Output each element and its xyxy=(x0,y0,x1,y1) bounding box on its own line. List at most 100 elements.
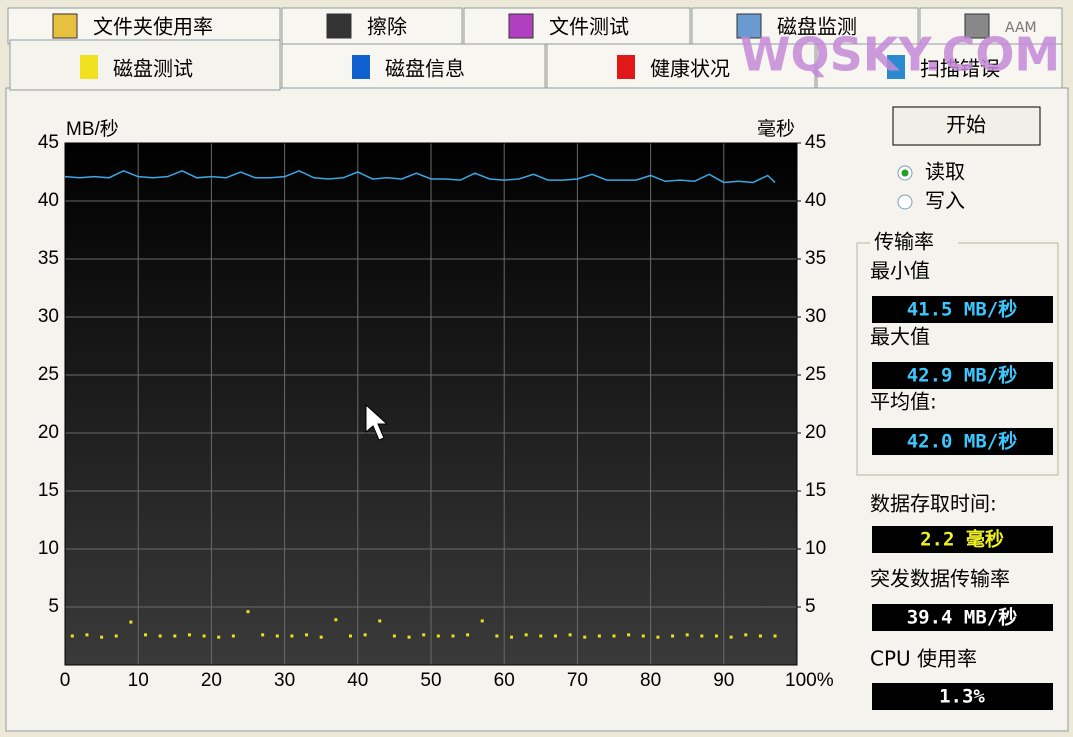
tab[interactable] xyxy=(281,43,546,89)
tab-label[interactable]: 文件夹使用率 xyxy=(93,15,213,39)
access-time-dot xyxy=(363,633,367,637)
access-time-dot xyxy=(407,635,411,639)
stat-label: CPU 使用率 xyxy=(870,647,977,671)
access-time-dot xyxy=(466,633,470,637)
access-time-dot xyxy=(334,618,338,622)
access-time-dot xyxy=(553,634,557,638)
tab-label[interactable]: 擦除 xyxy=(367,15,407,39)
y2-tick-label: 45 xyxy=(805,132,826,153)
y2-tick-label: 20 xyxy=(805,422,826,443)
y-tick-label: 45 xyxy=(38,132,59,153)
access-time-dot xyxy=(261,633,265,637)
start-button[interactable] xyxy=(892,106,1041,146)
tab[interactable] xyxy=(463,7,691,45)
tab-icon xyxy=(964,13,990,39)
tab-label[interactable]: 磁盘监测 xyxy=(777,15,857,39)
y2-tick-label: 35 xyxy=(805,248,826,269)
access-time-dot xyxy=(685,633,689,637)
access-time-dot xyxy=(773,634,777,638)
stat-box xyxy=(872,604,1053,631)
access-time-dot xyxy=(744,633,748,637)
stat-label: 突发数据传输率 xyxy=(870,567,1010,591)
access-time-dot xyxy=(70,634,74,638)
tab[interactable] xyxy=(281,7,463,45)
access-time-dot xyxy=(758,634,762,638)
tab[interactable] xyxy=(816,43,1063,89)
access-time-dot xyxy=(290,634,294,638)
x-tick-label: 0 xyxy=(60,670,71,691)
access-time-dot xyxy=(539,634,543,638)
tab-label[interactable]: 磁盘信息 xyxy=(385,57,465,81)
y2-tick-label: 10 xyxy=(805,538,826,559)
access-time-dot xyxy=(85,633,89,637)
y-axis-label: MB/秒 xyxy=(66,118,119,140)
y-tick-label: 10 xyxy=(38,538,59,559)
access-time-dot xyxy=(422,633,426,637)
x-tick-label: 80 xyxy=(640,670,661,691)
access-time-dot xyxy=(656,635,660,639)
access-time-dot xyxy=(524,633,528,637)
access-time-dot xyxy=(217,635,221,639)
tab-label[interactable]: 扫描错误 xyxy=(920,57,1000,81)
access-time-dot xyxy=(392,634,396,638)
access-time-dot xyxy=(700,634,704,638)
radio-read-label[interactable]: 读取 xyxy=(925,160,965,184)
stat-label: 最大值 xyxy=(870,325,930,349)
stat-value: 42.0 MB/秒 xyxy=(907,430,1018,453)
y-tick-label: 40 xyxy=(38,190,59,211)
tab-icon xyxy=(52,13,78,39)
y-tick-label: 35 xyxy=(38,248,59,269)
y-tick-label: 15 xyxy=(38,480,59,501)
stat-label: 最小值 xyxy=(870,259,930,283)
radio-write-label[interactable]: 写入 xyxy=(925,189,965,213)
y-tick-label: 5 xyxy=(48,596,59,617)
tab[interactable] xyxy=(919,7,1063,45)
tab[interactable] xyxy=(691,7,919,45)
stat-box xyxy=(872,296,1053,323)
access-time-dot xyxy=(305,633,309,637)
tab-icon xyxy=(352,55,370,79)
start-button-label[interactable]: 开始 xyxy=(946,113,986,137)
x-tick-label: 10 xyxy=(128,670,149,691)
plot-frame xyxy=(64,142,798,666)
access-time-dot xyxy=(114,634,118,638)
tab-icon xyxy=(887,55,905,79)
tab[interactable] xyxy=(546,43,816,89)
access-time-dot xyxy=(436,634,440,638)
y-tick-label: 20 xyxy=(38,422,59,443)
mouse-cursor xyxy=(365,403,389,441)
y2-tick-label: 15 xyxy=(805,480,826,501)
y2-tick-label: 5 xyxy=(805,596,816,617)
access-time-dot xyxy=(100,635,104,639)
tab-label[interactable]: 健康状况 xyxy=(650,57,730,81)
access-time-dot xyxy=(597,634,601,638)
tab-label[interactable]: 磁盘测试 xyxy=(113,57,193,81)
tab-icon xyxy=(617,55,635,79)
tab-label[interactable]: AAM xyxy=(1005,20,1037,36)
x-tick-label: 20 xyxy=(201,670,222,691)
access-time-dot xyxy=(510,635,514,639)
stat-box xyxy=(872,428,1053,455)
access-time-dot xyxy=(480,619,484,623)
access-time-dot xyxy=(202,634,206,638)
tab[interactable] xyxy=(9,39,281,91)
stat-value: 39.4 MB/秒 xyxy=(907,606,1018,629)
transfer-rate-line xyxy=(64,170,776,184)
access-time-dot xyxy=(495,634,499,638)
access-time-dot xyxy=(129,620,133,624)
stat-label: 数据存取时间: xyxy=(870,492,997,516)
access-time-dot xyxy=(187,633,191,637)
tab-label[interactable]: 文件测试 xyxy=(549,15,629,39)
x-tick-label: 90 xyxy=(713,670,734,691)
radio-dot xyxy=(901,169,909,177)
access-time-dot xyxy=(158,634,162,638)
tab-icon xyxy=(80,55,98,79)
x-tick-label: 40 xyxy=(347,670,368,691)
radio-write[interactable] xyxy=(897,194,913,210)
access-time-dot xyxy=(275,634,279,638)
tab-icon xyxy=(326,13,352,39)
access-time-dot xyxy=(583,635,587,639)
